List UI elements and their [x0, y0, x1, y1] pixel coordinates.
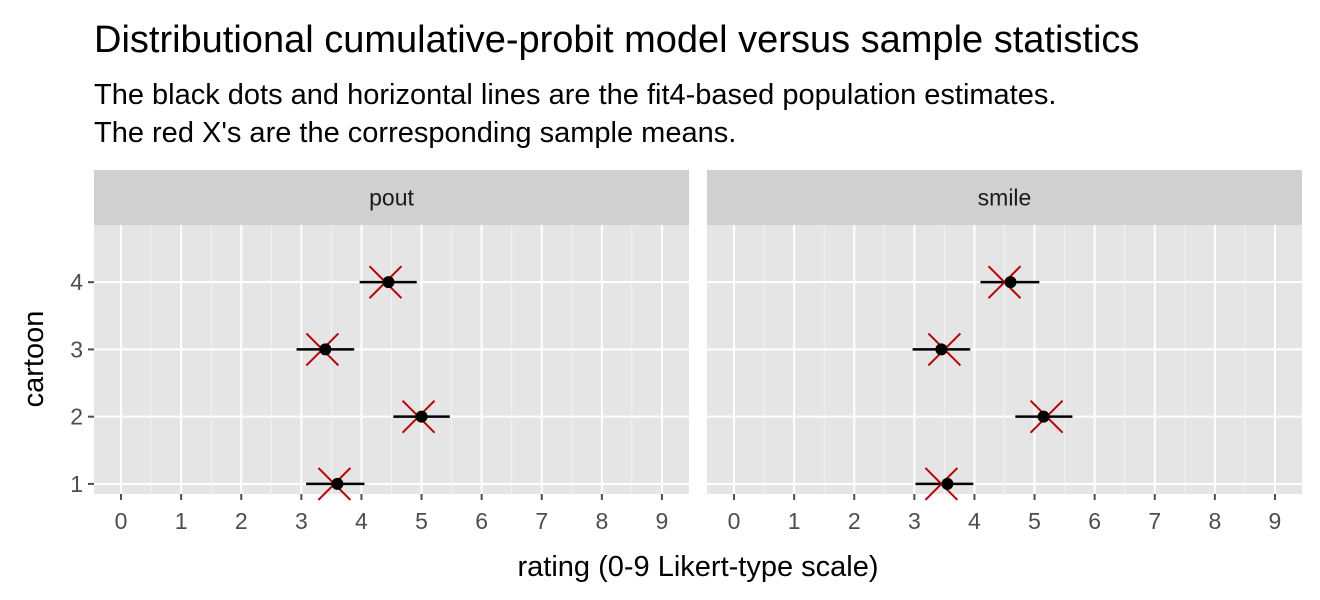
chart-subtitle-line-2: The red X's are the corresponding sample… [94, 117, 736, 149]
y-tick-label: 4 [70, 269, 83, 295]
x-tick-label: 5 [415, 508, 428, 534]
x-tick-label: 6 [475, 508, 488, 534]
estimate-point [415, 410, 428, 423]
x-tick-label: 0 [115, 508, 128, 534]
estimate-point [382, 276, 395, 289]
facet-strip [94, 170, 689, 225]
estimate-point [1004, 276, 1017, 289]
y-tick-label: 1 [70, 471, 83, 497]
x-tick-label: 7 [535, 508, 548, 534]
y-tick-label: 3 [70, 336, 83, 362]
x-tick-label: 5 [1028, 508, 1041, 534]
chart-subtitle-line-1: The black dots and horizontal lines are … [94, 79, 1056, 111]
facet-strip-label: smile [978, 185, 1032, 211]
x-tick-label: 6 [1088, 508, 1101, 534]
facet-panel-pout: pout 0 1 2 3 4 5 6 7 8 9 1 2 3 4 [70, 170, 689, 534]
estimate-point [1037, 410, 1050, 423]
sample-mean-x-stroke [924, 467, 959, 501]
x-tick-label: 8 [595, 508, 608, 534]
x-tick-label: 2 [848, 508, 861, 534]
estimate-point [935, 343, 948, 356]
chart-title: Distributional cumulative-probit model v… [94, 19, 1139, 61]
estimate-point [941, 477, 954, 490]
sample-mean-x-stroke [987, 265, 1022, 299]
y-tick-label: 2 [70, 404, 83, 430]
facet-panel-smile: smile 0 1 2 3 4 5 6 7 8 9 [707, 170, 1302, 534]
x-tick-label: 4 [355, 508, 368, 534]
x-tick-label: 2 [235, 508, 248, 534]
x-tick-label: 1 [175, 508, 188, 534]
x-tick-label: 9 [1269, 508, 1282, 534]
plot-area: pout 0 1 2 3 4 5 6 7 8 9 1 2 3 4 smile 0 1 2 3 4 5 6 7 8 9 [70, 170, 1302, 534]
facet-strip-label: pout [369, 185, 414, 211]
estimate-point [331, 477, 344, 490]
x-tick-label: 8 [1208, 508, 1221, 534]
y-axis-title: cartoon [18, 311, 50, 408]
x-tick-label: 3 [908, 508, 921, 534]
x-tick-label: 9 [656, 508, 669, 534]
facet-strip [707, 170, 1302, 225]
estimate-point [319, 343, 332, 356]
x-tick-label: 3 [295, 508, 308, 534]
x-axis-title: rating (0-9 Likert-type scale) [517, 551, 878, 583]
x-tick-label: 0 [728, 508, 741, 534]
x-tick-label: 7 [1148, 508, 1161, 534]
x-tick-label: 4 [968, 508, 981, 534]
x-tick-label: 1 [788, 508, 801, 534]
